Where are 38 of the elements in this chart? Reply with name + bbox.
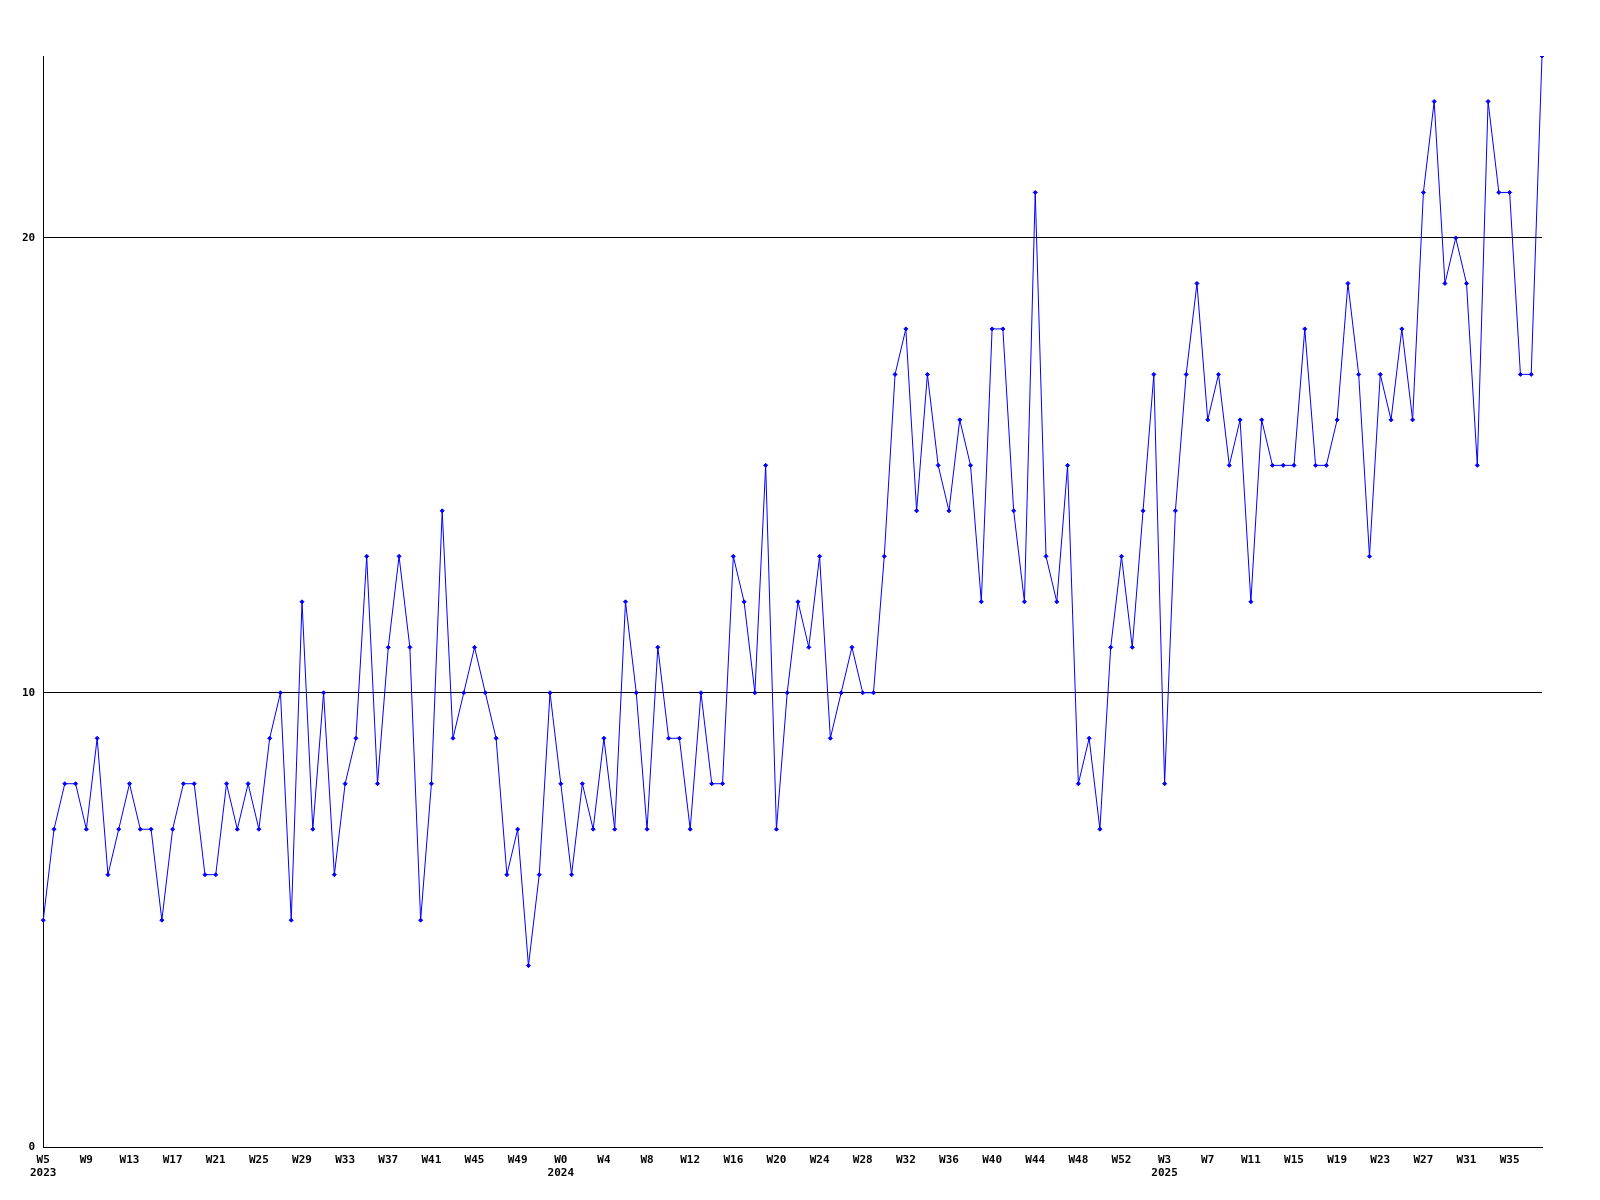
x-tick-label: W40 [982, 1153, 1003, 1167]
x-tick-label: W7 [1201, 1153, 1215, 1167]
x-tick-label: W27 [1413, 1153, 1434, 1167]
x-tick-label: W12 [680, 1153, 701, 1167]
x-tick-label: W0 2024 [547, 1153, 575, 1180]
x-tick-label: W15 [1284, 1153, 1304, 1167]
x-tick-label: W23 [1370, 1153, 1391, 1167]
x-tick-label: W35 [1499, 1153, 1520, 1167]
y-tick-label: 20 [22, 230, 36, 244]
x-tick-label: W36 [939, 1153, 960, 1167]
x-tick-label: W33 [335, 1153, 356, 1167]
x-tick-label: W17 [162, 1153, 183, 1167]
x-tick-label: W44 [1025, 1153, 1046, 1167]
x-tick-label: W21 [205, 1153, 227, 1167]
x-tick-label: W20 [766, 1153, 787, 1167]
x-tick-label: W37 [378, 1153, 399, 1167]
x-tick-label: W48 [1068, 1153, 1089, 1167]
y-tick-label: 0 [28, 1140, 36, 1154]
x-tick-label: W32 [895, 1153, 916, 1167]
x-tick-label: W41 [421, 1153, 442, 1167]
x-tick-label: W25 [248, 1153, 269, 1167]
x-tick-label: W5 2023 [30, 1153, 57, 1180]
x-tick-label: W24 [809, 1153, 830, 1167]
x-tick-label: W49 [507, 1153, 528, 1167]
x-tick-label: W16 [723, 1153, 744, 1167]
x-tick-label: W19 [1327, 1153, 1348, 1167]
x-tick-label: W9 [79, 1153, 93, 1167]
y-tick-label: 10 [22, 685, 36, 699]
x-tick-label: W8 [640, 1153, 654, 1167]
x-tick-label: W4 [597, 1153, 611, 1167]
x-tick-label: W45 [464, 1153, 485, 1167]
x-tick-label: W52 [1111, 1153, 1132, 1167]
x-tick-label: W28 [852, 1153, 873, 1167]
x-tick-label: W29 [292, 1153, 312, 1167]
x-tick-label: W3 2025 [1151, 1153, 1178, 1180]
x-tick-label: W31 [1456, 1153, 1477, 1167]
x-tick-label: W11 [1240, 1153, 1262, 1167]
x-tick-label: W13 [119, 1153, 140, 1167]
